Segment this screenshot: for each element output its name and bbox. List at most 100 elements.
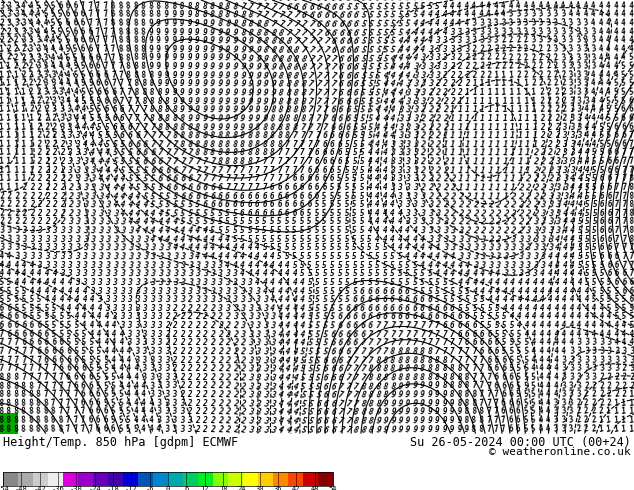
- Text: 3: 3: [172, 416, 177, 425]
- Text: 3: 3: [75, 192, 81, 201]
- Text: 2: 2: [240, 339, 245, 348]
- Text: 2: 2: [427, 157, 433, 167]
- Text: 3: 3: [262, 382, 269, 392]
- Text: 6: 6: [165, 166, 171, 175]
- Text: 2: 2: [553, 78, 560, 88]
- Text: 4: 4: [405, 62, 411, 72]
- Text: 4: 4: [300, 287, 305, 295]
- Text: 6: 6: [607, 252, 612, 261]
- Text: 9: 9: [443, 399, 447, 408]
- Text: 4: 4: [28, 18, 34, 28]
- Text: 7: 7: [73, 415, 79, 425]
- Text: 2: 2: [240, 425, 246, 435]
- Text: 3: 3: [427, 53, 433, 63]
- Text: 4: 4: [233, 244, 237, 252]
- Text: 7: 7: [255, 11, 262, 21]
- Text: 3: 3: [120, 252, 126, 261]
- Text: 4: 4: [82, 105, 87, 114]
- Text: 3: 3: [577, 122, 582, 131]
- Text: 4: 4: [278, 416, 285, 426]
- Text: 3: 3: [560, 44, 567, 54]
- Text: 2: 2: [538, 44, 545, 54]
- Text: 7: 7: [307, 148, 312, 157]
- Text: 5: 5: [435, 295, 440, 304]
- Text: 7: 7: [345, 425, 352, 435]
- Text: 3: 3: [127, 287, 133, 295]
- Text: 3: 3: [540, 235, 545, 244]
- Text: 5: 5: [480, 304, 485, 313]
- Text: 4: 4: [368, 157, 372, 166]
- Text: 3: 3: [188, 278, 193, 287]
- Text: 1: 1: [465, 88, 470, 97]
- Text: 3: 3: [120, 218, 126, 227]
- Text: 3: 3: [568, 398, 574, 408]
- Text: 5: 5: [337, 166, 342, 174]
- Text: 3: 3: [90, 252, 95, 261]
- Text: 4: 4: [562, 261, 567, 270]
- Text: 4: 4: [548, 270, 552, 278]
- Text: 4: 4: [621, 27, 627, 37]
- Text: 3: 3: [105, 287, 110, 295]
- Text: 3: 3: [569, 114, 574, 123]
- Text: 5: 5: [368, 2, 374, 12]
- Text: 2: 2: [621, 390, 627, 399]
- Text: 1: 1: [465, 157, 471, 167]
- Text: 1: 1: [606, 407, 612, 416]
- Text: 1: 1: [22, 174, 27, 183]
- Text: 7: 7: [73, 390, 79, 399]
- Text: 7: 7: [307, 105, 314, 115]
- Text: 5: 5: [42, 9, 49, 19]
- Text: 6: 6: [44, 338, 49, 347]
- Text: 7: 7: [110, 52, 117, 62]
- Text: 8: 8: [134, 79, 139, 88]
- Text: 3: 3: [59, 113, 65, 123]
- Text: 5: 5: [322, 252, 327, 261]
- Text: 5: 5: [614, 295, 619, 304]
- Text: 4: 4: [517, 304, 522, 313]
- Text: 1: 1: [614, 398, 619, 408]
- Text: 6: 6: [345, 321, 351, 331]
- Text: 5: 5: [322, 243, 327, 252]
- Text: 2: 2: [547, 96, 552, 106]
- Text: 6: 6: [88, 70, 94, 80]
- Text: 1: 1: [6, 61, 12, 71]
- Text: 8: 8: [157, 122, 163, 132]
- Text: 5: 5: [36, 1, 42, 11]
- Text: 2: 2: [510, 200, 516, 210]
- Text: 2: 2: [629, 381, 634, 391]
- Text: 7: 7: [465, 347, 470, 356]
- Text: 4: 4: [569, 338, 574, 347]
- Text: 5: 5: [360, 270, 365, 278]
- Text: 2: 2: [420, 105, 425, 115]
- Text: 9: 9: [195, 97, 200, 106]
- Text: 2: 2: [606, 381, 612, 391]
- Text: 7: 7: [330, 54, 337, 64]
- Text: 5: 5: [89, 105, 94, 114]
- Text: 5: 5: [307, 321, 313, 331]
- Text: 8: 8: [262, 19, 269, 29]
- Text: 5: 5: [592, 286, 597, 295]
- Text: 3: 3: [105, 209, 111, 219]
- Text: 2: 2: [233, 356, 238, 365]
- Text: 4: 4: [554, 312, 560, 321]
- Text: 4: 4: [598, 1, 604, 11]
- Text: 6: 6: [330, 11, 337, 21]
- Text: 5: 5: [368, 71, 374, 81]
- Text: 3: 3: [555, 166, 560, 175]
- Text: 7: 7: [345, 416, 352, 426]
- Text: 5: 5: [375, 36, 382, 47]
- Text: 3: 3: [540, 244, 545, 253]
- Text: 1: 1: [0, 173, 4, 183]
- Text: 2: 2: [450, 97, 455, 106]
- Text: 7: 7: [375, 330, 380, 339]
- Text: 7: 7: [202, 174, 208, 184]
- Text: 3: 3: [98, 278, 102, 287]
- Text: 1: 1: [503, 157, 508, 167]
- Text: 9: 9: [233, 36, 238, 46]
- Text: 2: 2: [479, 62, 484, 71]
- Text: 4: 4: [546, 355, 552, 365]
- Text: 6: 6: [353, 330, 358, 339]
- Text: 5: 5: [157, 200, 164, 210]
- Text: 8: 8: [405, 347, 410, 356]
- Text: 2: 2: [517, 209, 523, 219]
